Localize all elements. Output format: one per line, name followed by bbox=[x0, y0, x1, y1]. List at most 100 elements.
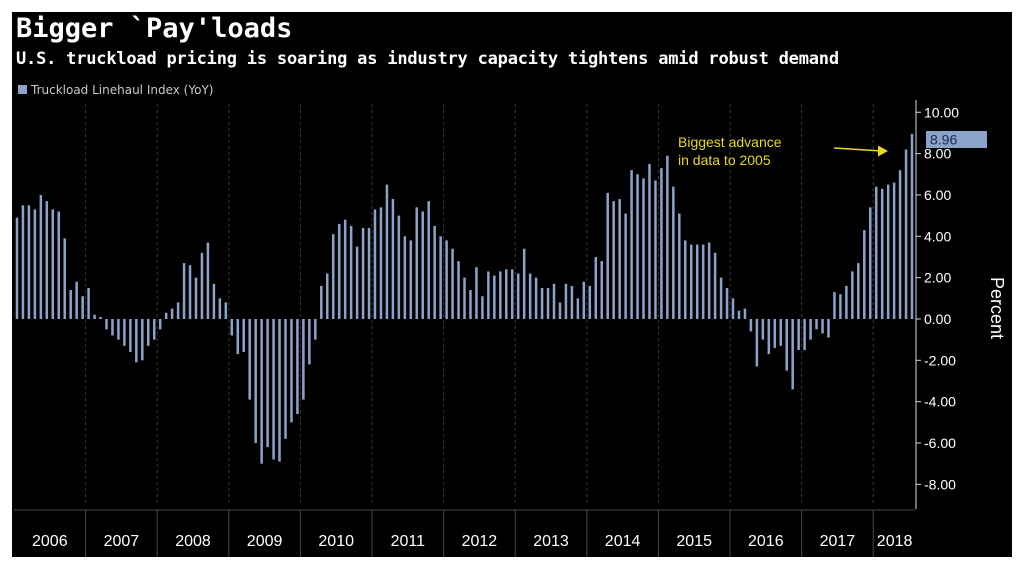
bar bbox=[409, 240, 413, 319]
x-tick-label: 2007 bbox=[104, 533, 140, 550]
bar bbox=[421, 211, 424, 319]
bar bbox=[666, 155, 669, 319]
bar bbox=[27, 205, 31, 319]
bar bbox=[51, 209, 55, 319]
bars-layer bbox=[15, 133, 914, 464]
bar bbox=[618, 199, 621, 319]
bar bbox=[761, 318, 765, 340]
bar bbox=[343, 219, 347, 319]
bar bbox=[516, 273, 520, 319]
bar bbox=[349, 225, 353, 319]
bar bbox=[719, 277, 723, 319]
bar bbox=[588, 285, 592, 319]
bar bbox=[147, 318, 150, 346]
bar bbox=[695, 244, 699, 319]
bar bbox=[123, 318, 126, 346]
bar bbox=[546, 287, 550, 319]
bar bbox=[391, 199, 395, 319]
bar bbox=[821, 318, 824, 334]
bar bbox=[439, 236, 442, 319]
bar bbox=[266, 318, 269, 448]
bar bbox=[457, 261, 460, 319]
bar bbox=[499, 271, 502, 319]
x-tick-label: 2016 bbox=[748, 533, 784, 550]
annotation-arrow-shaft bbox=[833, 147, 883, 152]
x-tick-label: 2011 bbox=[391, 533, 426, 550]
bar bbox=[737, 310, 741, 319]
chart-svg: 10.00 8.00 6.00 4.00 2.00 0.00 -2.00 -4.00 -6.00… bbox=[14, 100, 1007, 557]
bar bbox=[660, 168, 663, 319]
bar bbox=[767, 318, 771, 355]
bar bbox=[528, 273, 532, 319]
bar bbox=[689, 244, 693, 319]
y-axis-title: Percent bbox=[987, 277, 1007, 339]
bar bbox=[576, 298, 580, 319]
bar bbox=[469, 290, 472, 319]
bar bbox=[797, 318, 800, 350]
x-tick-label: 2012 bbox=[462, 533, 498, 550]
y-tick-label: 4.00 bbox=[924, 228, 951, 244]
bar bbox=[773, 318, 777, 348]
bar bbox=[857, 263, 860, 319]
bar bbox=[290, 318, 293, 423]
bar bbox=[701, 244, 705, 319]
bar bbox=[725, 287, 729, 319]
annotation-arrow-head bbox=[878, 145, 888, 157]
bar bbox=[63, 238, 66, 319]
annotation-layer: Biggest advance in data to 2005 bbox=[678, 134, 888, 168]
bar bbox=[278, 318, 281, 462]
bar bbox=[815, 318, 818, 330]
chart-title: Bigger `Pay'loads bbox=[16, 13, 293, 44]
bar bbox=[81, 296, 84, 319]
bar bbox=[212, 283, 216, 319]
bar bbox=[886, 184, 890, 319]
bar bbox=[176, 302, 180, 319]
bar bbox=[93, 314, 96, 319]
bar bbox=[141, 318, 144, 361]
annotation-line-1: Biggest advance bbox=[678, 134, 782, 150]
bar bbox=[540, 287, 544, 319]
bar bbox=[158, 318, 162, 330]
bar bbox=[33, 209, 37, 319]
bar bbox=[373, 209, 377, 319]
bar bbox=[152, 318, 156, 340]
x-tick-label: 2017 bbox=[820, 533, 856, 550]
bar bbox=[260, 318, 263, 464]
last-value-layer: 8.96 bbox=[926, 131, 987, 148]
bar bbox=[427, 201, 430, 319]
bar bbox=[15, 217, 19, 319]
bar bbox=[648, 163, 651, 319]
bar bbox=[361, 228, 365, 319]
bar bbox=[624, 213, 627, 319]
bar bbox=[129, 318, 132, 353]
bar bbox=[111, 318, 114, 336]
bar bbox=[284, 318, 287, 439]
bar bbox=[570, 285, 574, 319]
bar bbox=[874, 186, 878, 319]
bar bbox=[445, 240, 448, 319]
y-tick-label: 8.00 bbox=[924, 146, 951, 162]
x-tick-label: 2006 bbox=[32, 533, 68, 550]
bar bbox=[505, 269, 508, 319]
bar bbox=[415, 207, 419, 319]
bar bbox=[367, 228, 371, 319]
bar bbox=[880, 188, 884, 319]
bar bbox=[522, 248, 526, 319]
bar bbox=[558, 302, 562, 319]
bar bbox=[164, 312, 168, 319]
bar bbox=[600, 261, 603, 319]
bar bbox=[606, 192, 609, 319]
y-tick-label: 2.00 bbox=[924, 270, 951, 286]
bar bbox=[326, 273, 329, 319]
x-axis: 2006 2007 2008 2009 2010 2011 2012 2013 2014 2015… bbox=[14, 509, 916, 557]
y-tick-label: -2.00 bbox=[924, 352, 956, 368]
bar bbox=[552, 283, 556, 319]
bar bbox=[385, 184, 389, 319]
bar bbox=[188, 265, 192, 319]
bar bbox=[612, 201, 615, 319]
annotation-line-2: in data to 2005 bbox=[678, 152, 771, 168]
last-value-box bbox=[926, 131, 987, 148]
bar bbox=[731, 298, 735, 319]
bar bbox=[194, 277, 198, 319]
bar bbox=[224, 302, 228, 319]
